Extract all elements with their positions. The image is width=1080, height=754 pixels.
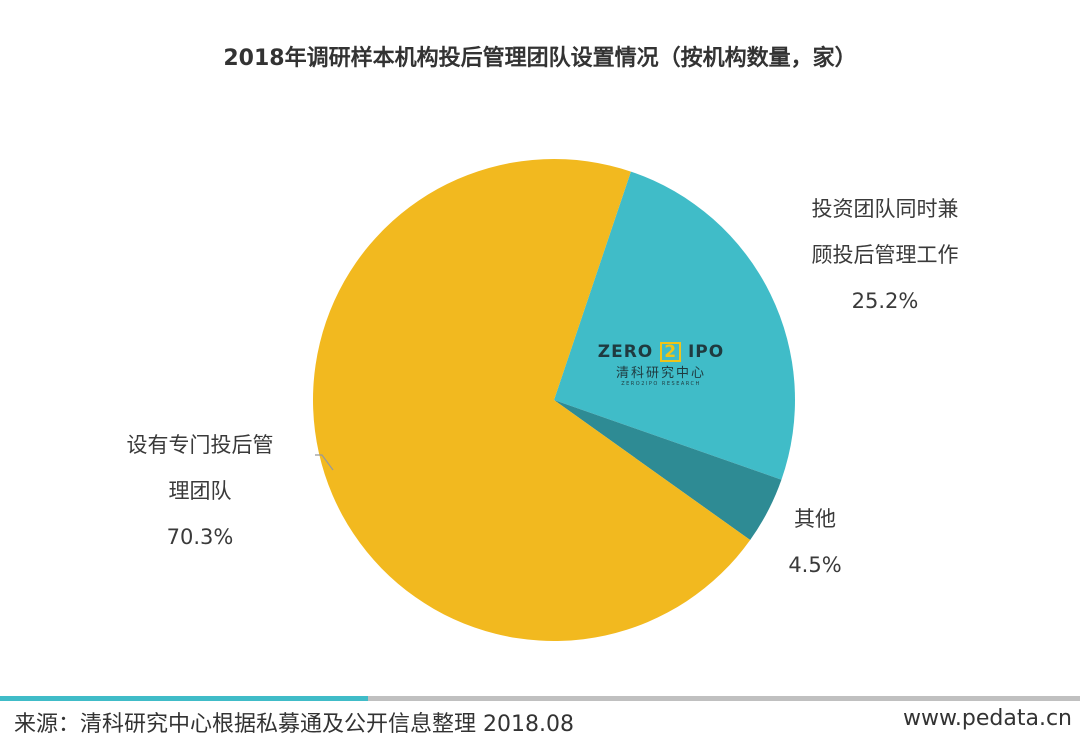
pie-slice (554, 400, 782, 541)
pie-slice (313, 159, 751, 641)
source-note: 来源：清科研究中心根据私募通及公开信息整理 2018.08 (14, 712, 574, 737)
label-team-concurrent: 投资团队同时兼 顾投后管理工作 25.2% (811, 197, 959, 313)
leader-line (315, 454, 334, 471)
accent-bar (0, 696, 368, 701)
watermark-logo: ZERO 2 IPO 清科研究中心 ZERO2IPO RESEARCH (597, 342, 725, 387)
label-other: 其他 4.5% (788, 507, 842, 577)
grey-bar (368, 696, 1080, 701)
chart-title: 2018年调研样本机构投后管理团队设置情况（按机构数量，家） (223, 46, 857, 71)
website: www.pedata.cn (902, 706, 1072, 731)
label-dedicated: 设有专门投后管 理团队 70.3% (126, 433, 274, 549)
pie-slice (554, 171, 795, 480)
